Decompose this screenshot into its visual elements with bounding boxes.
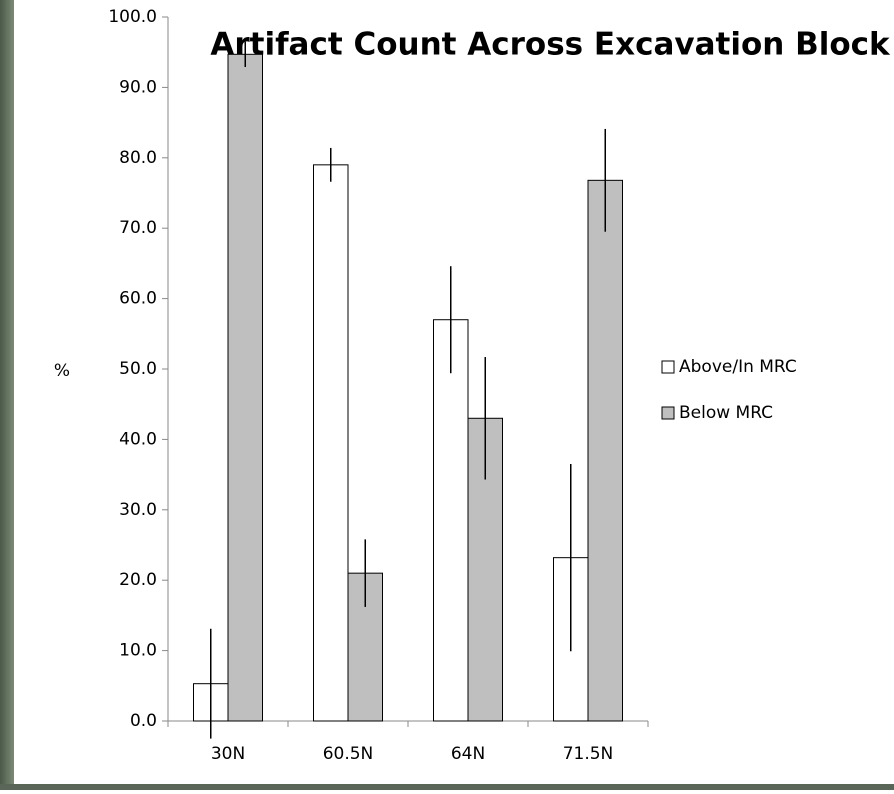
- chart-title: Artifact Count Across Excavation Block: [210, 27, 891, 63]
- legend-swatch: [661, 360, 675, 374]
- y-axis-label: %: [54, 361, 70, 381]
- y-tick-label: 60.0: [119, 289, 157, 309]
- bar: [587, 179, 623, 722]
- y-tick-label: 50.0: [119, 359, 157, 379]
- y-tick-label: 0.0: [130, 711, 157, 731]
- legend-label: Above/In MRC: [679, 357, 797, 377]
- y-tick-label: 90.0: [119, 77, 157, 97]
- legend-label: Below MRC: [679, 403, 773, 423]
- y-tick-label: 30.0: [119, 500, 157, 520]
- x-tick-label: 60.5N: [323, 744, 374, 764]
- x-tick-label: 64N: [451, 744, 485, 764]
- y-tick-label: 40.0: [119, 429, 157, 449]
- background-edge: [0, 784, 894, 790]
- y-tick-label: 100.0: [108, 7, 157, 27]
- y-tick-label: 80.0: [119, 148, 157, 168]
- x-tick-label: 30N: [211, 744, 245, 764]
- bar: [227, 53, 263, 722]
- y-tick-label: 10.0: [119, 641, 157, 661]
- y-tick-label: 20.0: [119, 570, 157, 590]
- background-edge: [0, 0, 14, 790]
- bar: [433, 319, 469, 722]
- x-tick-label: 71.5N: [563, 744, 614, 764]
- bar: [313, 164, 349, 722]
- y-tick-label: 70.0: [119, 218, 157, 238]
- legend-swatch: [661, 406, 675, 420]
